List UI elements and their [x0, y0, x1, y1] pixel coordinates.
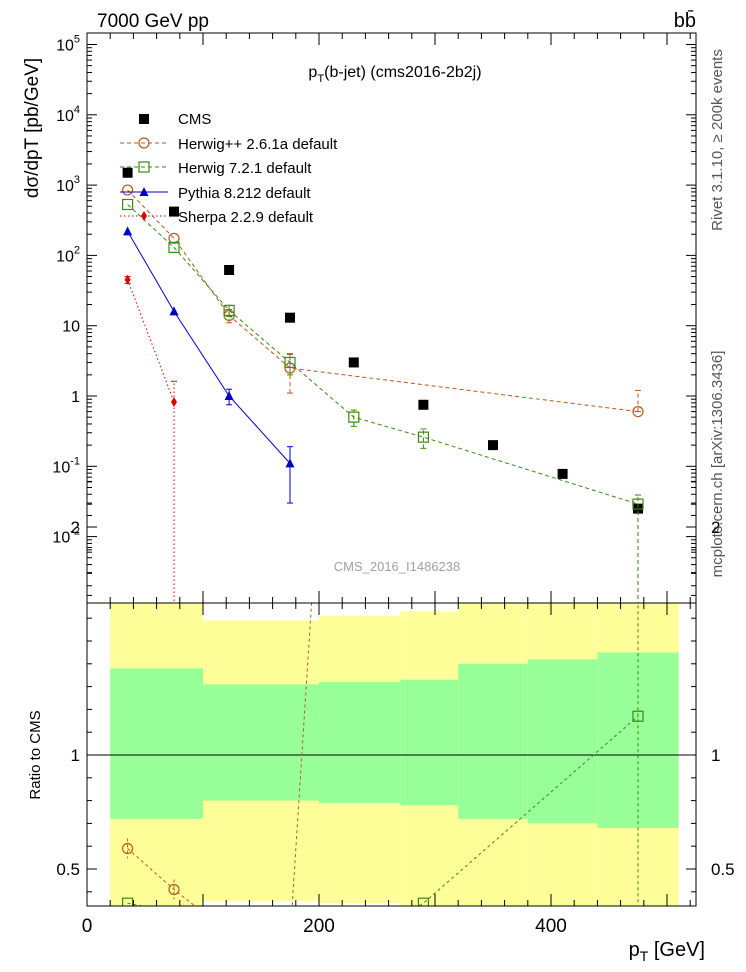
x-axis-label-subscript: T [640, 948, 649, 964]
plot-title: pT(b-jet) (cms2016-2b2j) [308, 64, 481, 85]
series-pythia-point [285, 458, 295, 468]
process-label: bb̄ [674, 9, 696, 32]
y-tick-exponent: -2 [70, 526, 80, 538]
series-cms-point [348, 357, 359, 368]
ratio-band-inner [203, 684, 319, 801]
legend-label-sherpa: Sherpa 2.2.9 default [178, 209, 314, 226]
y-tick-label: 10-1 [52, 455, 80, 476]
axes [86, 32, 697, 907]
main-series [121, 167, 644, 603]
y-tick-label: 103 [56, 174, 80, 195]
ratio-y-tick-label: 2 [71, 518, 80, 537]
mcplots-label: mcplots.cern.ch [arXiv:1306.3436] [709, 351, 726, 578]
main-y-tick-labels: 10-2 10-1 1 10 102 103 104 105 [52, 34, 80, 547]
x-tick-label: 0 [82, 916, 93, 937]
series-sherpa-point [124, 274, 131, 285]
x-tick-label: 400 [535, 916, 567, 937]
series-herwig7-point [348, 411, 360, 423]
ratio-bands [110, 603, 679, 906]
y-tick-exponent: 4 [74, 104, 80, 116]
analysis-watermark: CMS_2016_I1486238 [334, 559, 461, 574]
ratio-herwig7-point [169, 907, 179, 917]
plot-title-subscript: T [317, 73, 324, 85]
y-axis-label: dσ/dpT [pb/GeV] [22, 58, 43, 198]
ratio-y-tick-label: 0.5 [56, 860, 80, 879]
series-cms-point [285, 312, 295, 323]
y-tick-label: 104 [56, 104, 80, 125]
series-herwig7-line [127, 204, 639, 505]
legend-marker-sherpa [141, 211, 147, 221]
legend-label-pythia: Pythia 8.212 default [178, 185, 311, 202]
ratio-y-tick-label-right: 2 [711, 518, 720, 537]
legend-label-herwigpp: Herwig++ 2.6.1a default [178, 136, 338, 153]
y-tick-label: 1 [71, 389, 80, 406]
ratio-y-tick-label-right: 0.5 [711, 860, 735, 879]
legend-label-cms: CMS [178, 111, 211, 128]
x-tick-label: 200 [303, 916, 335, 937]
ratio-band-inner [110, 668, 203, 819]
legend-marker-herwigpp [138, 137, 150, 149]
legend-marker-pythia [139, 187, 149, 196]
series-pythia-point [123, 226, 133, 236]
ratio-herwig7-point [632, 710, 644, 722]
series-cms-point [488, 440, 498, 451]
series-cms-point [418, 399, 429, 410]
legend-label-herwig7: Herwig 7.2.1 default [178, 160, 312, 177]
ratio-band-inner [319, 682, 401, 803]
x-axis-label-rest: [GeV] [648, 939, 705, 961]
series-herwigpp-point [168, 232, 180, 244]
series-pythia-line [127, 231, 291, 464]
series-herwig7-point [284, 356, 296, 369]
series-herwigpp-point [121, 184, 134, 196]
series-sherpa-point [171, 397, 177, 408]
series-herwig7-point [223, 304, 235, 317]
y-tick-label: 10 [62, 319, 80, 336]
series-pythia-point [224, 391, 234, 400]
ratio-herwig7-point [417, 897, 429, 906]
y-tick-label: 102 [56, 244, 80, 265]
series-herwig7-point [121, 198, 134, 211]
energy-label: 7000 GeV pp [97, 11, 209, 32]
ratio-series [87, 603, 696, 917]
y-tick-exponent: 2 [74, 244, 80, 256]
y-tick-exponent: 5 [74, 34, 80, 46]
series-sherpa-line [127, 279, 175, 403]
rivet-label: Rivet 3.1.10, ≥ 200k events [709, 49, 726, 231]
series-herwig7-point [632, 498, 644, 510]
ratio-band-inner [400, 679, 459, 806]
y-tick-exponent: -1 [70, 455, 80, 467]
y-tick-label: 105 [56, 34, 80, 55]
x-axis-label: pT [GeV] [629, 939, 705, 964]
legend-marker-cms [139, 114, 149, 124]
ratio-band-inner [458, 663, 528, 819]
series-cms-point [122, 167, 133, 178]
ratio-herwig7-point [121, 897, 134, 906]
ratio-y-tick-label-right: 1 [711, 746, 720, 765]
series-cms-point [557, 468, 568, 479]
legend: CMS Herwig++ 2.6.1a default Herwig 7.2.1… [120, 111, 338, 226]
ratio-herwigpp-point [121, 842, 134, 855]
series-cms-point [224, 264, 235, 275]
series-herwig7-point [168, 241, 180, 253]
series-cms-point [169, 206, 179, 217]
series-herwig7-point [417, 431, 429, 443]
series-pythia-point [169, 306, 179, 316]
ratio-y-axis-label: Ratio to CMS [27, 710, 44, 799]
ratio-band-inner [527, 659, 598, 824]
ratio-herwigpp-point [168, 883, 180, 896]
y-tick-exponent: 3 [74, 174, 80, 186]
ratio-tick-labels: 0.5 1 2 0.5 1 2 0 200 400 [56, 518, 734, 937]
legend-marker-herwig7 [138, 161, 150, 173]
plot-title-rest: (b-jet) (cms2016-2b2j) [324, 64, 481, 81]
ratio-y-tick-label: 1 [71, 746, 80, 765]
series-herwigpp-point [632, 405, 644, 418]
